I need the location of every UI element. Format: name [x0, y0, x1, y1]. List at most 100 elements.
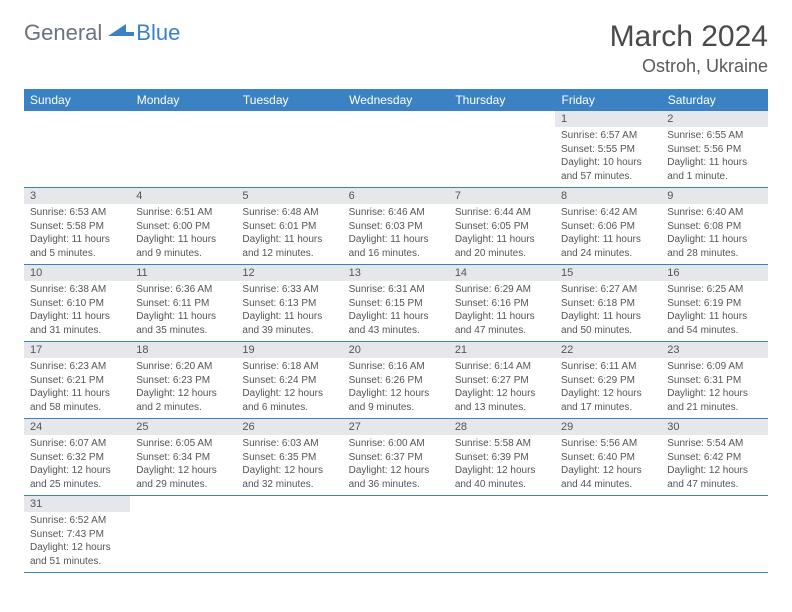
sunset-text: Sunset: 6:03 PM: [349, 220, 443, 234]
sunrise-text: Sunrise: 6:09 AM: [667, 360, 761, 374]
calendar-cell: 11Sunrise: 6:36 AMSunset: 6:11 PMDayligh…: [130, 265, 236, 342]
day-number: 4: [130, 188, 236, 204]
daylight-text: Daylight: 11 hours and 20 minutes.: [455, 233, 549, 260]
day-content: [236, 115, 342, 163]
logo-text-blue: Blue: [136, 20, 180, 46]
sunset-text: Sunset: 6:08 PM: [667, 220, 761, 234]
sunset-text: Sunset: 6:15 PM: [349, 297, 443, 311]
sunrise-text: Sunrise: 6:11 AM: [561, 360, 655, 374]
sunset-text: Sunset: 6:37 PM: [349, 451, 443, 465]
calendar-cell: [236, 111, 342, 188]
day-header: Sunday: [24, 89, 130, 111]
day-content: [449, 115, 555, 163]
calendar-cell: 19Sunrise: 6:18 AMSunset: 6:24 PMDayligh…: [236, 342, 342, 419]
day-number: 17: [24, 342, 130, 358]
sunrise-text: Sunrise: 6:40 AM: [667, 206, 761, 220]
day-content: Sunrise: 6:14 AMSunset: 6:27 PMDaylight:…: [449, 358, 555, 418]
calendar-cell: 30Sunrise: 5:54 AMSunset: 6:42 PMDayligh…: [661, 419, 767, 496]
daylight-text: Daylight: 12 hours and 51 minutes.: [30, 541, 124, 568]
daylight-text: Daylight: 12 hours and 17 minutes.: [561, 387, 655, 414]
daylight-text: Daylight: 11 hours and 12 minutes.: [242, 233, 336, 260]
day-content: Sunrise: 6:03 AMSunset: 6:35 PMDaylight:…: [236, 435, 342, 495]
calendar-cell: [236, 496, 342, 573]
day-number: 10: [24, 265, 130, 281]
sunset-text: Sunset: 6:01 PM: [242, 220, 336, 234]
day-number: 1: [555, 111, 661, 127]
day-content: Sunrise: 6:40 AMSunset: 6:08 PMDaylight:…: [661, 204, 767, 264]
daylight-text: Daylight: 12 hours and 13 minutes.: [455, 387, 549, 414]
day-number: 15: [555, 265, 661, 281]
daylight-text: Daylight: 12 hours and 40 minutes.: [455, 464, 549, 491]
calendar-cell: 31Sunrise: 6:52 AMSunset: 7:43 PMDayligh…: [24, 496, 130, 573]
daylight-text: Daylight: 12 hours and 6 minutes.: [242, 387, 336, 414]
sunset-text: Sunset: 6:13 PM: [242, 297, 336, 311]
sunrise-text: Sunrise: 6:05 AM: [136, 437, 230, 451]
calendar-week: 24Sunrise: 6:07 AMSunset: 6:32 PMDayligh…: [24, 419, 768, 496]
daylight-text: Daylight: 11 hours and 16 minutes.: [349, 233, 443, 260]
calendar-table: SundayMondayTuesdayWednesdayThursdayFrid…: [24, 89, 768, 573]
sunrise-text: Sunrise: 6:07 AM: [30, 437, 124, 451]
calendar-cell: 5Sunrise: 6:48 AMSunset: 6:01 PMDaylight…: [236, 188, 342, 265]
day-content: [449, 500, 555, 548]
sunrise-text: Sunrise: 5:54 AM: [667, 437, 761, 451]
calendar-cell: 20Sunrise: 6:16 AMSunset: 6:26 PMDayligh…: [343, 342, 449, 419]
calendar-cell: [130, 111, 236, 188]
sunrise-text: Sunrise: 6:48 AM: [242, 206, 336, 220]
location: Ostroh, Ukraine: [610, 56, 768, 77]
calendar-cell: 24Sunrise: 6:07 AMSunset: 6:32 PMDayligh…: [24, 419, 130, 496]
day-content: Sunrise: 5:58 AMSunset: 6:39 PMDaylight:…: [449, 435, 555, 495]
day-content: Sunrise: 6:29 AMSunset: 6:16 PMDaylight:…: [449, 281, 555, 341]
sunset-text: Sunset: 6:00 PM: [136, 220, 230, 234]
daylight-text: Daylight: 11 hours and 9 minutes.: [136, 233, 230, 260]
daylight-text: Daylight: 12 hours and 2 minutes.: [136, 387, 230, 414]
calendar-cell: 7Sunrise: 6:44 AMSunset: 6:05 PMDaylight…: [449, 188, 555, 265]
day-content: Sunrise: 6:11 AMSunset: 6:29 PMDaylight:…: [555, 358, 661, 418]
sunset-text: Sunset: 6:11 PM: [136, 297, 230, 311]
day-content: Sunrise: 5:56 AMSunset: 6:40 PMDaylight:…: [555, 435, 661, 495]
sunrise-text: Sunrise: 5:56 AM: [561, 437, 655, 451]
calendar-cell: [449, 496, 555, 573]
calendar-cell: 23Sunrise: 6:09 AMSunset: 6:31 PMDayligh…: [661, 342, 767, 419]
calendar-cell: 17Sunrise: 6:23 AMSunset: 6:21 PMDayligh…: [24, 342, 130, 419]
calendar-cell: 29Sunrise: 5:56 AMSunset: 6:40 PMDayligh…: [555, 419, 661, 496]
day-content: [343, 115, 449, 163]
sunset-text: Sunset: 5:56 PM: [667, 143, 761, 157]
sunrise-text: Sunrise: 6:20 AM: [136, 360, 230, 374]
sunrise-text: Sunrise: 6:25 AM: [667, 283, 761, 297]
sunset-text: Sunset: 6:40 PM: [561, 451, 655, 465]
calendar-cell: 16Sunrise: 6:25 AMSunset: 6:19 PMDayligh…: [661, 265, 767, 342]
daylight-text: Daylight: 11 hours and 28 minutes.: [667, 233, 761, 260]
daylight-text: Daylight: 12 hours and 29 minutes.: [136, 464, 230, 491]
day-content: Sunrise: 6:20 AMSunset: 6:23 PMDaylight:…: [130, 358, 236, 418]
day-number: 30: [661, 419, 767, 435]
day-content: Sunrise: 6:44 AMSunset: 6:05 PMDaylight:…: [449, 204, 555, 264]
calendar-cell: 1Sunrise: 6:57 AMSunset: 5:55 PMDaylight…: [555, 111, 661, 188]
day-content: [130, 115, 236, 163]
day-content: Sunrise: 6:05 AMSunset: 6:34 PMDaylight:…: [130, 435, 236, 495]
sunset-text: Sunset: 6:27 PM: [455, 374, 549, 388]
daylight-text: Daylight: 12 hours and 21 minutes.: [667, 387, 761, 414]
sunset-text: Sunset: 6:21 PM: [30, 374, 124, 388]
day-content: Sunrise: 6:57 AMSunset: 5:55 PMDaylight:…: [555, 127, 661, 187]
daylight-text: Daylight: 11 hours and 39 minutes.: [242, 310, 336, 337]
sunset-text: Sunset: 6:26 PM: [349, 374, 443, 388]
sunrise-text: Sunrise: 6:52 AM: [30, 514, 124, 528]
sunset-text: Sunset: 6:23 PM: [136, 374, 230, 388]
sunrise-text: Sunrise: 6:29 AM: [455, 283, 549, 297]
day-content: Sunrise: 6:46 AMSunset: 6:03 PMDaylight:…: [343, 204, 449, 264]
sunrise-text: Sunrise: 6:57 AM: [561, 129, 655, 143]
calendar-cell: [130, 496, 236, 573]
sunrise-text: Sunrise: 6:33 AM: [242, 283, 336, 297]
sunrise-text: Sunrise: 5:58 AM: [455, 437, 549, 451]
daylight-text: Daylight: 12 hours and 36 minutes.: [349, 464, 443, 491]
calendar-cell: 3Sunrise: 6:53 AMSunset: 5:58 PMDaylight…: [24, 188, 130, 265]
calendar-cell: [343, 111, 449, 188]
day-number: 18: [130, 342, 236, 358]
calendar-week: 1Sunrise: 6:57 AMSunset: 5:55 PMDaylight…: [24, 111, 768, 188]
sunset-text: Sunset: 6:19 PM: [667, 297, 761, 311]
calendar-week: 3Sunrise: 6:53 AMSunset: 5:58 PMDaylight…: [24, 188, 768, 265]
logo-text-general: General: [24, 20, 102, 46]
day-number: 12: [236, 265, 342, 281]
sunset-text: Sunset: 6:31 PM: [667, 374, 761, 388]
day-number: 11: [130, 265, 236, 281]
